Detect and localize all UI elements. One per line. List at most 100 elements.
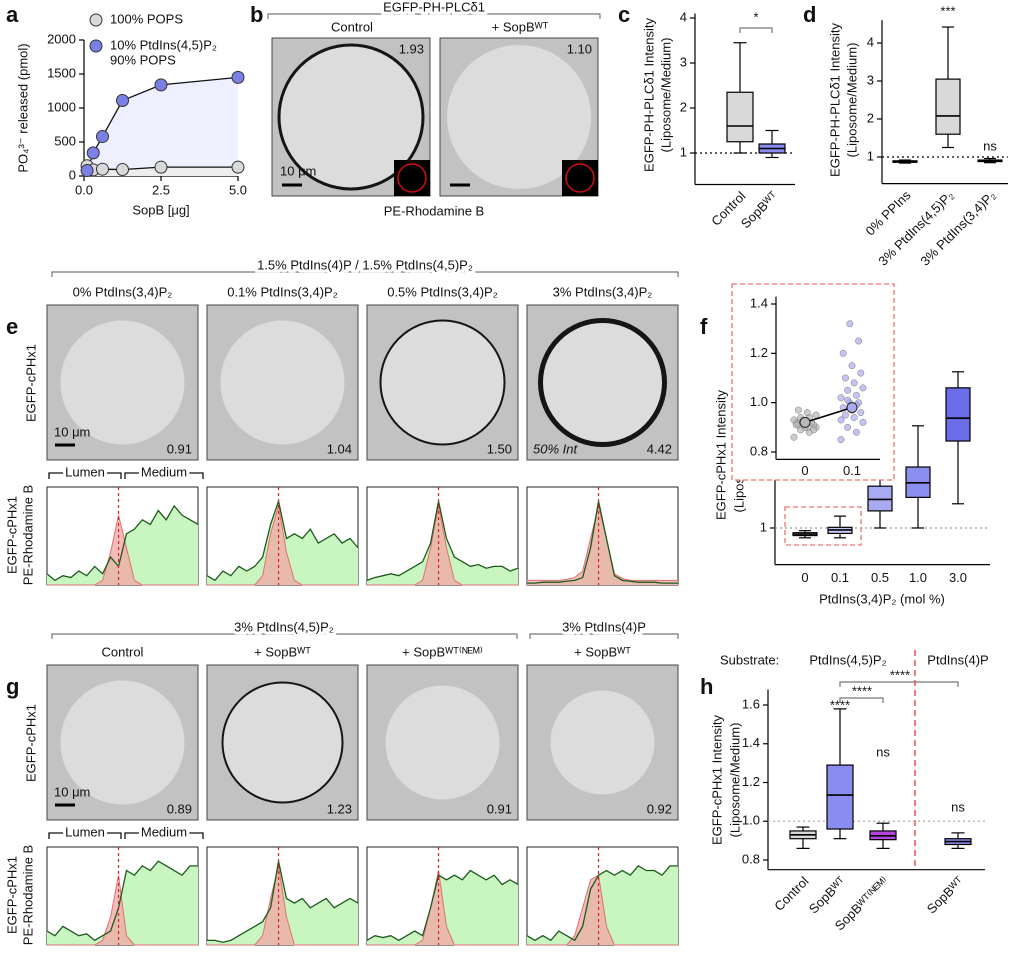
inset-frame	[731, 283, 895, 481]
significance: ns	[951, 799, 965, 814]
point	[844, 423, 852, 431]
significance: ****	[890, 667, 910, 682]
legend-label: 90% POPS	[110, 52, 176, 67]
y-tick-label: 1.2	[750, 345, 768, 360]
region-label: Lumen	[65, 824, 105, 839]
point	[116, 163, 129, 177]
bracket	[839, 681, 959, 687]
row-label: EGFP-cPHx1	[23, 344, 38, 422]
condition-label: 0% PtdIns(3,4)P₂	[73, 284, 173, 299]
panel-letter: a	[6, 2, 19, 27]
x-tick-label: 0.5	[871, 570, 889, 585]
ratio-label: 0.91	[487, 801, 512, 816]
point	[859, 418, 867, 426]
bracket	[739, 27, 773, 33]
significance: ***	[940, 3, 955, 18]
region-bracket	[124, 832, 204, 839]
y-tick-label: 1	[680, 144, 687, 159]
condition-label: + SopBᵂᵀ	[574, 644, 631, 659]
green-line	[366, 869, 519, 942]
liposome	[538, 318, 667, 447]
green-line	[46, 504, 199, 582]
significance: ns	[876, 744, 890, 759]
point	[850, 414, 858, 421]
panel-letter: f	[700, 314, 708, 339]
y-axis-label: (Liposome/Medium)	[844, 43, 859, 158]
scale-bar-label: 10 μm	[54, 784, 90, 799]
point	[841, 411, 849, 419]
y-axis-label: EGFP-cPHx1 Intensity	[709, 714, 724, 845]
x-tick-label: SopBᵂᵀ	[924, 873, 967, 916]
channel-label: PE-Rhodamine B	[20, 485, 35, 585]
ratio-label: 1.04	[327, 441, 352, 456]
note-label: 50% Int	[533, 441, 578, 456]
legend-label: 10% PtdIns(4,5)P₂	[110, 37, 217, 52]
panel-letter: h	[700, 674, 713, 699]
point	[857, 369, 865, 377]
highlight-box	[784, 506, 862, 546]
point	[86, 146, 100, 160]
box	[867, 485, 893, 512]
point	[812, 411, 820, 419]
inset-image	[562, 160, 598, 196]
condition-label: 0.1% PtdIns(3,4)P₂	[227, 284, 338, 299]
y-tick-label: 4	[867, 34, 874, 49]
inset-liposome	[565, 163, 595, 193]
x-tick-label: Control	[771, 874, 811, 914]
y-tick-label: 500	[54, 133, 76, 148]
y-tick-label: 0	[69, 167, 76, 182]
ratio-label: 0.91	[167, 441, 192, 456]
channel-label: EGFP-cPHx1	[4, 496, 19, 574]
group-label: PtdIns(4,5)P₂	[809, 652, 886, 667]
y-axis-label: EGFP-PH-PLCδ1 Intensity	[641, 18, 656, 172]
liposome	[221, 681, 344, 804]
mean-point	[799, 416, 811, 428]
y-tick-label: 1	[867, 148, 874, 163]
condition-label: + SopBᵂᵀ⁽ᴺᴱᴹ⁾	[402, 644, 483, 659]
y-tick-label: 1500	[47, 65, 76, 80]
liposome	[550, 690, 655, 795]
y-tick-label: 1.4	[750, 295, 768, 310]
ratio-label: 1.93	[399, 41, 424, 56]
x-tick-label: 1.0	[909, 570, 927, 585]
region-bracket	[124, 472, 204, 479]
panel-letter: c	[618, 2, 630, 27]
panel-letter: e	[6, 314, 18, 339]
y-tick-label: 0.8	[742, 851, 760, 866]
green-line	[207, 861, 359, 943]
box	[826, 764, 854, 830]
y-tick-label: 0.8	[750, 443, 768, 458]
scale-bar-label: 10 μm	[280, 163, 316, 178]
point	[839, 349, 847, 357]
y-tick-label: 1000	[47, 99, 76, 114]
panel-letter: d	[803, 2, 816, 27]
point	[837, 394, 845, 402]
panel-letter: b	[250, 2, 263, 27]
green-area	[47, 505, 198, 585]
box	[726, 91, 754, 143]
y-axis-label: EGFP-cPHx1 Intensity	[713, 389, 728, 520]
y-axis-label: (Liposome/Medium)	[658, 38, 673, 153]
point	[803, 409, 811, 416]
condition-label: Control	[331, 19, 373, 34]
mean-point	[846, 402, 858, 414]
row-label: EGFP-cPHx1	[23, 704, 38, 782]
legend-swatch	[89, 13, 103, 27]
liposome	[60, 320, 185, 445]
x-tick-label: 0	[801, 463, 808, 478]
region-label: Medium	[141, 824, 187, 839]
point	[852, 428, 860, 436]
x-tick-label: 0.1	[843, 463, 861, 478]
green-line	[527, 501, 678, 584]
channel-label: PE-Rhodamine B	[20, 845, 35, 945]
x-axis-label: PtdIns(3,4)P₂ (mol %)	[819, 591, 945, 606]
point	[154, 160, 168, 174]
ratio-label: 1.50	[487, 441, 512, 456]
inset-liposome	[397, 163, 427, 193]
y-tick-label: 1.2	[742, 774, 760, 789]
condition-label: + SopBᵂᵀ	[492, 19, 549, 34]
panel-title: EGFP-PH-PLCδ1	[383, 0, 485, 14]
bracket	[51, 271, 679, 277]
